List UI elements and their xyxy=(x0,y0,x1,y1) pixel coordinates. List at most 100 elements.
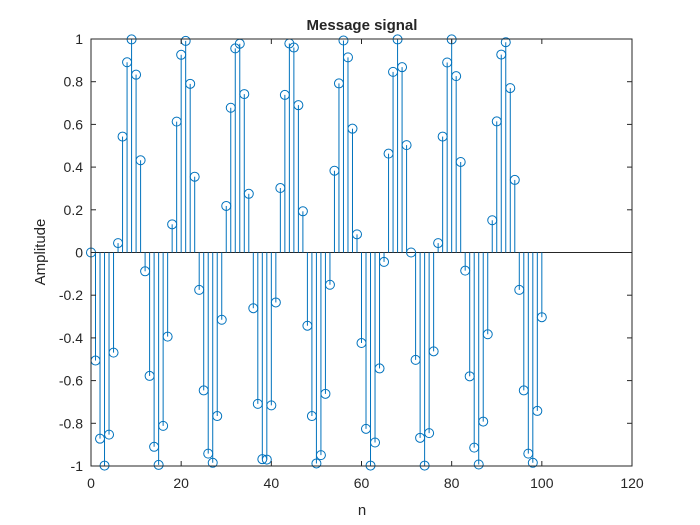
stem-marker xyxy=(482,329,493,340)
stem-marker xyxy=(279,89,290,100)
stem-marker xyxy=(144,370,155,381)
x-tick-label: 120 xyxy=(620,475,644,491)
stem-marker xyxy=(347,123,358,134)
stem-marker xyxy=(410,354,421,365)
stem-marker xyxy=(248,303,259,314)
x-ticks-layer: 0 20 40 60 80 100 120 xyxy=(87,39,644,491)
stem-marker xyxy=(320,388,331,399)
stem-marker xyxy=(252,398,263,409)
stem-marker xyxy=(306,411,317,422)
stem-marker xyxy=(302,320,313,331)
y-ticks-layer: -1 -0.8 -0.6 -0.4 -0.2 0 0.2 0.4 0.6 0.8 1 xyxy=(59,31,632,474)
stem-marker xyxy=(104,429,115,440)
stem-marker xyxy=(288,42,299,53)
stem-marker xyxy=(189,171,200,182)
stem-marker xyxy=(108,347,119,358)
x-tick-label: 80 xyxy=(444,475,460,491)
stem-marker xyxy=(509,174,520,185)
stem-marker xyxy=(194,284,205,295)
x-axis-label: n xyxy=(358,502,366,519)
stem-marker xyxy=(113,238,124,249)
stem-marker xyxy=(131,69,142,80)
stem-marker xyxy=(487,215,498,226)
stem-marker xyxy=(171,116,182,127)
stem-marker xyxy=(527,457,538,468)
stem-marker xyxy=(239,89,250,100)
stem-marker xyxy=(518,385,529,396)
stem-marker xyxy=(523,448,534,459)
stem-marker xyxy=(270,297,281,308)
stem-marker xyxy=(374,363,385,374)
stem-marker xyxy=(361,423,372,434)
stem-marker xyxy=(469,442,480,453)
stem-marker xyxy=(428,346,439,357)
stem-marker xyxy=(351,229,362,240)
stem-marker xyxy=(455,156,466,167)
stem-marker xyxy=(356,338,367,349)
stem-marker xyxy=(383,148,394,159)
y-tick-label: 0.4 xyxy=(64,159,84,175)
stem-marker xyxy=(261,454,272,465)
stem-marker xyxy=(514,284,525,295)
markers-layer xyxy=(86,34,547,471)
stem-marker xyxy=(243,188,254,199)
chart-title: Message signal xyxy=(307,17,418,34)
stem-marker xyxy=(140,266,151,277)
stem-marker xyxy=(167,219,178,230)
y-tick-label: 0 xyxy=(75,245,83,261)
stem-marker xyxy=(460,265,471,276)
stem-marker xyxy=(297,206,308,217)
stem-marker xyxy=(388,66,399,77)
stem-marker xyxy=(401,140,412,151)
y-tick-label: -0.8 xyxy=(59,415,83,431)
stem-marker xyxy=(324,279,335,290)
stem-marker xyxy=(225,102,236,113)
stem-marker xyxy=(162,331,173,342)
y-tick-label: -0.2 xyxy=(59,287,83,303)
x-tick-label: 60 xyxy=(354,475,370,491)
stem-marker xyxy=(478,416,489,427)
stem-marker xyxy=(216,314,227,325)
stem-marker xyxy=(451,71,462,82)
stem-marker xyxy=(315,450,326,461)
stem-marker xyxy=(342,52,353,63)
stem-marker xyxy=(491,116,502,127)
y-tick-label: -0.6 xyxy=(59,373,83,389)
stem-marker xyxy=(424,428,435,439)
stem-marker xyxy=(122,57,133,68)
x-tick-label: 0 xyxy=(87,475,95,491)
stem-marker xyxy=(158,420,169,431)
x-tick-label: 100 xyxy=(530,475,554,491)
y-axis-label: Amplitude xyxy=(32,219,49,286)
stem-marker xyxy=(370,437,381,448)
stem-marker xyxy=(379,256,390,267)
stem-marker xyxy=(433,238,444,249)
stem-marker xyxy=(415,432,426,443)
stem-marker xyxy=(95,433,106,444)
stem-marker xyxy=(536,312,547,323)
stem-marker xyxy=(496,49,507,60)
stem-marker xyxy=(442,57,453,68)
stem-marker xyxy=(333,78,344,89)
stem-marker xyxy=(257,454,268,465)
stem-marker xyxy=(532,405,543,416)
stem-marker xyxy=(338,35,349,46)
stem-marker xyxy=(212,411,223,422)
x-tick-label: 20 xyxy=(173,475,189,491)
stem-marker xyxy=(176,49,187,60)
stem-marker xyxy=(153,459,164,470)
y-tick-label: -1 xyxy=(71,458,84,474)
x-tick-label: 40 xyxy=(264,475,280,491)
stem-marker xyxy=(397,62,408,73)
stem-marker xyxy=(203,448,214,459)
stem-marker xyxy=(406,247,417,258)
stem-marker xyxy=(293,100,304,111)
stem-marker xyxy=(135,155,146,166)
stem-marker xyxy=(185,78,196,89)
stem-marker xyxy=(329,165,340,176)
stem-marker xyxy=(311,458,322,469)
stem-marker xyxy=(266,400,277,411)
stem-marker xyxy=(275,183,286,194)
y-tick-label: 0.6 xyxy=(64,116,84,132)
